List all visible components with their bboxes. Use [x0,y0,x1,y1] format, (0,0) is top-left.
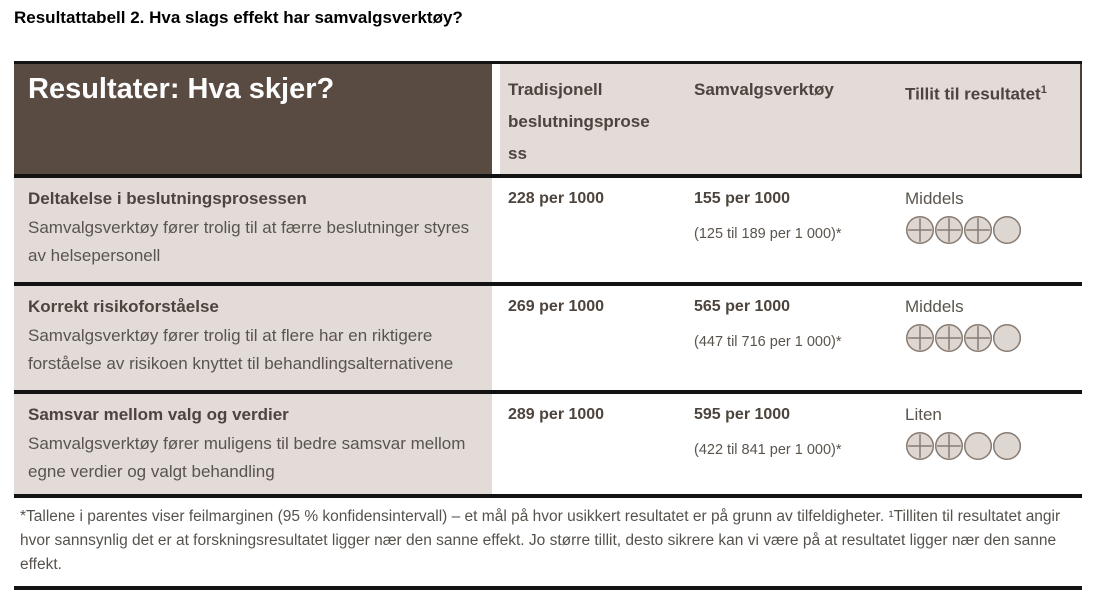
outcome-description: Samvalgsverktøy fører muligens til bedre… [28,434,466,481]
tool-cell: 565 per 1000 (447 til 716 per 1 000)* [694,286,905,390]
tool-cell: 595 per 1000 (422 til 841 per 1 000)* [694,394,905,494]
table-header-row: Resultater: Hva skjer? Tradisjonell besl… [14,64,1082,174]
header-columns: Tradisjonell beslutningsprose ss Samvalg… [500,64,1082,174]
header-col-certainty: Tillit til resultatet1 [905,64,1082,174]
traditional-cell: 289 per 1000 [492,394,694,494]
traditional-rate: 228 per 1000 [508,190,605,207]
certainty-cell: Middels [905,178,1082,282]
tool-rate: 595 per 1000 [694,406,791,423]
confidence-interval: (125 til 189 per 1 000)* [694,226,842,242]
certainty-label: Middels [905,297,964,316]
traditional-cell: 269 per 1000 [492,286,694,390]
traditional-rate: 269 per 1000 [508,298,605,315]
outcome-title: Samsvar mellom valg og verdier [28,405,289,424]
header-col-tool: Samvalgsverktøy [694,80,834,99]
outcome-cell: Deltakelse i beslutningsprosessen Samval… [14,178,492,282]
outcome-cell: Samsvar mellom valg og verdier Samvalgsv… [14,394,492,494]
grade-certainty-icons [905,215,1082,245]
tool-rate: 565 per 1000 [694,298,791,315]
confidence-interval: (447 til 716 per 1 000)* [694,334,842,350]
table-row-deltakelse: Deltakelse i beslutningsprosessen Samval… [14,174,1082,282]
header-col-traditional: Tradisjonell beslutningsprose ss [508,64,694,174]
certainty-cell: Middels [905,286,1082,390]
header-col-traditional-line: beslutningsprose [508,112,650,131]
traditional-cell: 228 per 1000 [492,178,694,282]
outcome-description: Samvalgsverktøy fører trolig til at færr… [28,218,470,265]
table-footnote: *Tallene i parentes viser feilmarginen (… [14,494,1082,586]
header-col-traditional-line: ss [508,144,527,163]
certainty-cell: Liten [905,394,1082,494]
header-col-traditional-line: Tradisjonell [508,80,603,99]
outcome-title: Korrekt risikoforståelse [28,297,219,316]
header-results: Resultater: Hva skjer? [14,64,492,174]
header-gap [492,64,500,174]
grade-certainty-icons [905,323,1082,353]
header-col-certainty-text: Tillit til resultatet [905,84,1041,104]
certainty-label: Liten [905,405,942,424]
certainty-label: Middels [905,189,964,208]
footnote-marker: 1 [1040,84,1047,96]
traditional-rate: 289 per 1000 [508,406,605,423]
confidence-interval: (422 til 841 per 1 000)* [694,442,842,458]
outcome-cell: Korrekt risikoforståelse Samvalgsverktøy… [14,286,492,390]
outcome-title: Deltakelse i beslutningsprosessen [28,189,307,208]
grade-certainty-icons [905,431,1082,461]
table-row-risikoforstaelse: Korrekt risikoforståelse Samvalgsverktøy… [14,282,1082,390]
tool-cell: 155 per 1000 (125 til 189 per 1 000)* [694,178,905,282]
outcome-description: Samvalgsverktøy fører trolig til at fler… [28,326,454,373]
table-row-samsvar: Samsvar mellom valg og verdier Samvalgsv… [14,390,1082,494]
tool-rate: 155 per 1000 [694,190,791,207]
table-caption: Resultattabell 2. Hva slags effekt har s… [14,8,463,27]
results-table: Resultater: Hva skjer? Tradisjonell besl… [14,61,1082,590]
